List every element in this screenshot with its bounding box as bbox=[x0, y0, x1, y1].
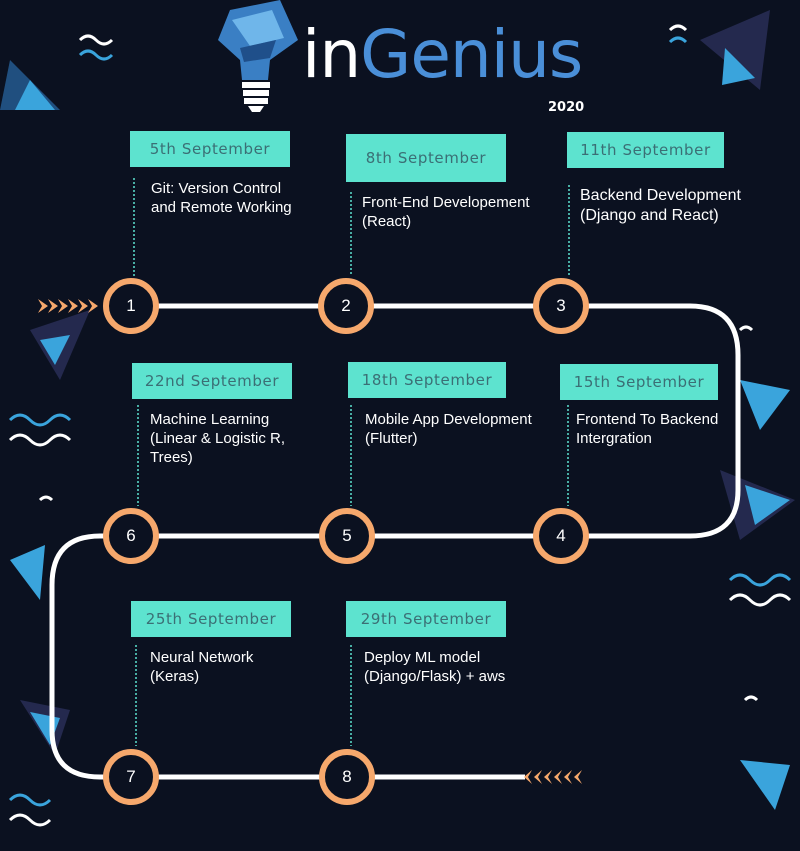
squiggle-decoration bbox=[743, 695, 759, 702]
connector-lines bbox=[133, 178, 570, 746]
squiggle-decoration bbox=[78, 34, 114, 46]
topic-step-1: Git: Version Control and Remote Working bbox=[151, 180, 292, 216]
lightbulb-icon bbox=[218, 0, 298, 112]
squiggle-decoration bbox=[8, 793, 52, 807]
squiggle-decoration bbox=[8, 413, 72, 427]
triangle-decoration bbox=[740, 380, 790, 430]
squiggle-decoration bbox=[738, 325, 754, 332]
brand-suffix: Genius bbox=[360, 16, 583, 93]
triangle-decoration bbox=[745, 485, 790, 525]
topic-step-6: Machine Learning (Linear & Logistic R, T… bbox=[150, 411, 286, 466]
topic-step-2: Front-End Developement (React) bbox=[362, 194, 530, 230]
step-node-1: 1 bbox=[103, 278, 159, 334]
step-node-8: 8 bbox=[319, 749, 375, 805]
step-node-7: 7 bbox=[103, 749, 159, 805]
date-label-step-7: 25th September bbox=[131, 601, 291, 637]
ingenius-logo: inGenius 2020 bbox=[210, 0, 610, 120]
date-label-step-5: 18th September bbox=[348, 362, 506, 398]
squiggle-decoration bbox=[668, 24, 688, 32]
squiggle-decoration bbox=[38, 495, 54, 502]
triangle-decoration bbox=[740, 760, 790, 810]
squiggle-decoration bbox=[8, 433, 72, 447]
topic-step-7: Neural Network (Keras) bbox=[150, 649, 254, 685]
brand-prefix: in bbox=[302, 16, 361, 93]
date-label-step-1: 5th September bbox=[130, 131, 290, 167]
squiggle-decoration bbox=[668, 36, 688, 44]
timeline-path bbox=[49, 303, 741, 780]
step-node-4: 4 bbox=[533, 508, 589, 564]
end-arrow-icon bbox=[524, 770, 582, 784]
brand-year: 2020 bbox=[548, 100, 585, 115]
triangle-decoration bbox=[40, 335, 70, 365]
step-node-5: 5 bbox=[319, 508, 375, 564]
brand-name: inGenius bbox=[302, 22, 583, 88]
squiggle-decoration bbox=[8, 813, 52, 827]
squiggle-decoration bbox=[728, 573, 792, 587]
step-node-6: 6 bbox=[103, 508, 159, 564]
date-label-step-4: 15th September bbox=[560, 364, 718, 400]
squiggle-decoration bbox=[728, 593, 792, 607]
step-node-3: 3 bbox=[533, 278, 589, 334]
date-label-step-8: 29th September bbox=[346, 601, 506, 637]
topic-step-4: Frontend To Backend Intergration bbox=[576, 411, 719, 447]
date-label-step-2: 8th September bbox=[346, 134, 506, 182]
step-node-2: 2 bbox=[318, 278, 374, 334]
topic-step-5: Mobile App Development (Flutter) bbox=[365, 411, 532, 447]
triangle-decoration bbox=[10, 545, 45, 600]
triangle-decoration bbox=[722, 48, 755, 85]
date-label-step-6: 22nd September bbox=[132, 363, 292, 399]
topic-step-3: Backend Development (Django and React) bbox=[580, 187, 741, 224]
squiggle-decoration bbox=[78, 49, 114, 61]
triangle-decoration bbox=[15, 80, 55, 110]
date-label-step-3: 11th September bbox=[567, 132, 724, 168]
start-arrow-icon bbox=[38, 299, 98, 313]
topic-step-8: Deploy ML model (Django/Flask) + aws bbox=[364, 649, 506, 685]
triangle-decoration bbox=[700, 10, 770, 90]
